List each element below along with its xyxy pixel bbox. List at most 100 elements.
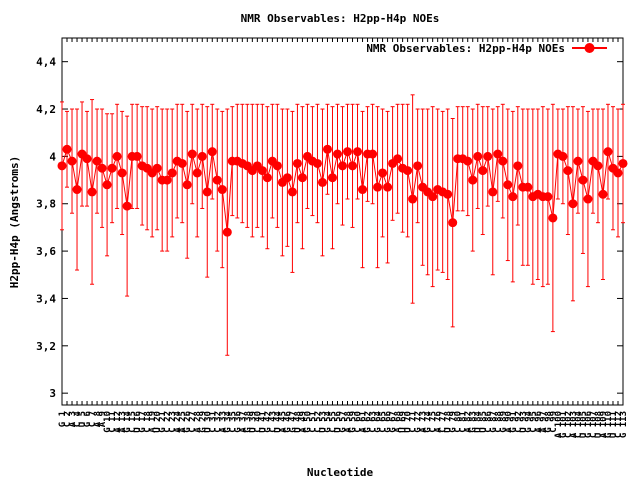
data-point [202,187,212,197]
x-tick-label: G 26 [183,411,193,433]
data-point [593,161,603,171]
data-point [207,147,217,157]
x-tick-label: U 16 [133,411,143,433]
x-tick-label: A 68 [394,411,404,433]
data-point [122,201,132,211]
data-point [393,154,403,164]
x-tick-label: C 77 [439,411,449,433]
x-tick-label: C 99 [549,411,559,433]
x-tick-label: A 61 [359,411,369,433]
data-point [443,189,453,199]
data-point [473,151,483,161]
x-tick-label: C 4 [73,410,83,427]
x-tick-label: A 28 [193,411,203,433]
data-point [177,158,187,168]
data-point [117,168,127,178]
data-point [493,149,503,159]
data-point [583,194,593,204]
x-tick-label: C 35 [228,411,238,433]
x-tick-label: C 63 [369,411,379,433]
x-tick-label: C 65 [379,411,389,433]
x-tick-label: A 25 [178,411,188,433]
x-tick-label: A 90 [504,411,514,433]
data-point [568,199,578,209]
x-tick-label: G 38 [243,411,253,433]
x-tick-label: A 49 [298,411,308,433]
x-tick-label: U 56 [333,411,343,433]
data-point [72,185,82,195]
data-point [598,189,608,199]
x-axis-label: Nucleotide [307,466,374,479]
x-tick-label: G 94 [524,410,534,432]
data-point [483,151,493,161]
data-point [112,151,122,161]
x-tick-label: U 70 [404,411,414,433]
legend: NMR Observables: H2pp-H4p NOEs [366,42,607,55]
data-point [368,149,378,159]
legend-marker-swatch [584,43,595,53]
x-tick-label: A 73 [419,411,429,433]
x-tick-label: C 51 [308,411,318,433]
x-tick-label: C 71 [409,411,419,433]
data-point [578,175,588,185]
data-point [327,173,337,183]
x-tick-label: C 112 [614,411,624,438]
x-tick-label: U 105 [579,411,589,438]
x-tick-label: G 14 [123,410,133,432]
x-tick-label: C 104 [574,410,584,438]
x-tick-label: G 54 [323,410,333,432]
data-point [403,166,413,176]
x-tick-label: A 12 [113,411,123,433]
x-tick-label: A 19 [148,411,158,433]
x-tick-label: G 17 [138,411,148,433]
data-point [87,187,97,197]
x-tick-label: G 59 [349,411,359,433]
x-tick-label: A 76 [434,411,444,433]
data-point [322,144,332,154]
data-point [488,187,498,197]
data-point [563,166,573,176]
data-point [257,166,267,176]
y-tick-label: 4,4 [36,56,56,69]
data-point [513,161,523,171]
x-tick-label: U 41 [258,411,268,433]
data-point [152,163,162,173]
x-tick-label: C 88 [494,411,504,433]
legend-label: NMR Observables: H2pp-H4p NOEs [366,42,565,55]
data-point [62,144,72,154]
x-tick-label: A 45 [278,411,288,433]
x-tick-label: C 102 [564,411,574,438]
x-tick-label: G 91 [509,411,519,433]
data-point [287,187,297,197]
x-tick-label: C 27 [188,411,198,433]
x-tick-label: A 24 [173,410,183,432]
x-tick-label: C 60 [354,411,364,433]
x-tick-label: G 10 [103,411,113,433]
data-point [182,180,192,190]
y-tick-label: 4,2 [36,103,56,116]
data-point [463,156,473,166]
data-point [358,185,368,195]
x-tick-label: U 78 [444,411,454,433]
data-point [102,180,112,190]
y-tick-label: 3 [49,387,56,400]
x-tick-label: G 6 [83,411,93,427]
data-point [132,151,142,161]
data-point [297,173,307,183]
data-point [167,168,177,178]
data-point [187,149,197,159]
y-axis-label: H2pp-H4p (Angstroms) [8,156,21,288]
data-point [523,182,533,192]
x-tick-label: U 69 [399,411,409,433]
data-point [428,192,438,202]
x-tick-label: C 95 [529,411,539,433]
x-tick-label: G 1 [58,411,68,427]
x-tick-label: U 20 [153,411,163,433]
x-tick-label: G 36 [233,411,243,433]
x-tick-label: U 111 [609,411,619,438]
x-tick-label: C 18 [143,411,153,433]
x-tick-label: U 108 [594,411,604,438]
error-bars [60,94,625,356]
data-point [217,185,227,195]
